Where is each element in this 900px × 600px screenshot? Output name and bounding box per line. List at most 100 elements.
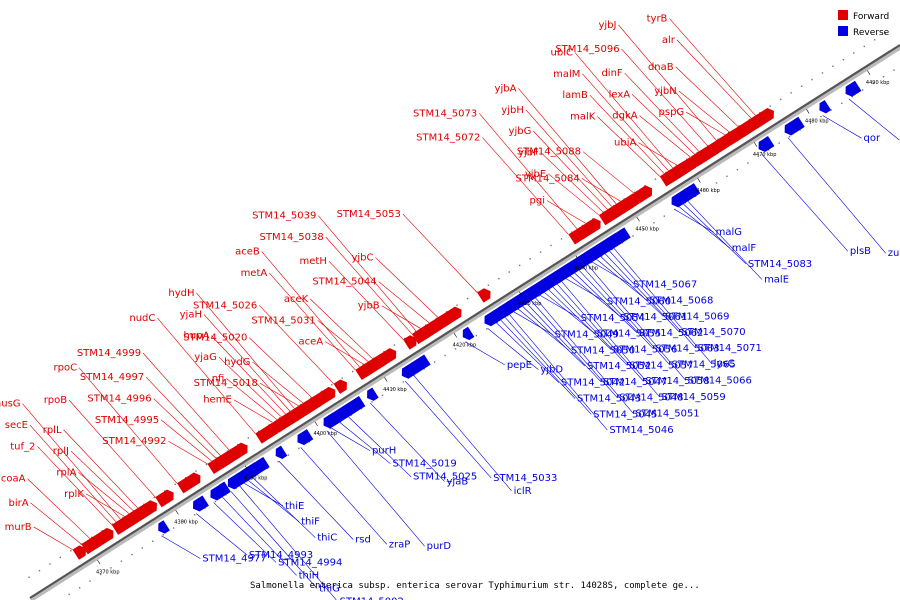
gene-label: STM14_5062: [639, 328, 703, 339]
track-dot: [705, 188, 707, 191]
track-dot: [371, 401, 373, 403]
gene-label: STM14_5084: [516, 174, 580, 185]
reverse-gene: [219, 481, 231, 495]
track-dot: [811, 78, 813, 81]
label-leader: [513, 311, 553, 335]
track-dot: [122, 516, 124, 519]
gene-arrow: [345, 396, 366, 415]
track-dot: [726, 175, 728, 178]
label-leader: [518, 88, 617, 205]
gene-label: rsd: [355, 535, 371, 546]
reverse-gene: [610, 227, 631, 247]
track-dot: [268, 423, 270, 426]
label-leader: [848, 98, 900, 141]
gene-label: STM14_5031: [251, 315, 315, 326]
label-leader: [535, 297, 634, 414]
track-dot: [225, 494, 227, 496]
label-leader: [68, 399, 156, 498]
label-leader: [582, 73, 669, 172]
legend-forward-label: Forward: [853, 12, 889, 22]
gene-label: yjbF: [518, 147, 539, 158]
track-dot: [174, 483, 176, 486]
gene-arrow: [758, 136, 775, 153]
label-leader: [249, 337, 313, 398]
track-dot: [277, 460, 279, 463]
reverse-gene: [410, 354, 431, 374]
label-leader: [413, 375, 512, 492]
label-leader: [687, 200, 763, 280]
track-dot: [769, 105, 771, 107]
label-leader: [591, 261, 632, 285]
label-leader: [482, 137, 569, 235]
gene-label: yjbG: [509, 126, 532, 137]
label-leader: [196, 292, 295, 409]
track-dot: [498, 277, 500, 280]
track-dot: [143, 503, 145, 505]
gene-label: STM14_5072: [416, 132, 480, 143]
label-leader: [618, 24, 717, 141]
track-dot: [508, 271, 510, 273]
backbone-shadow: [29, 45, 900, 600]
track-dot: [120, 560, 123, 562]
gene-label: lexA: [609, 89, 631, 100]
label-leader: [624, 72, 700, 152]
gene-label: yjbC: [351, 253, 373, 264]
label-leader: [639, 115, 691, 158]
track-dot: [873, 39, 876, 41]
legend-reverse-label: Reverse: [853, 28, 890, 38]
gene-label: STM14_4995: [95, 415, 159, 426]
gene-arrow: [72, 545, 86, 560]
label-leader: [161, 535, 201, 559]
label-leader: [160, 419, 212, 462]
gene-label: ubiA: [614, 138, 636, 149]
forward-gene: [437, 306, 462, 328]
label-leader: [487, 328, 539, 370]
gene-label: STM14_5025: [413, 472, 477, 483]
gene-label: malK: [570, 112, 596, 123]
gene-label: yjbH: [501, 105, 524, 116]
gene-label: malM: [553, 69, 580, 80]
gene-label: STM14_5044: [312, 277, 376, 288]
label-leader: [638, 142, 678, 166]
label-leaders: [22, 18, 900, 600]
gene-label: STM14_5069: [665, 311, 729, 322]
gene-labels: murB birA coaA tuf_2 secE nusG rplK rplA rplJ rpl…: [0, 14, 900, 600]
gene-label: STM14_5051: [635, 409, 699, 420]
track-dot: [153, 496, 156, 499]
gene-label: plsB: [850, 246, 871, 257]
gene-label: STM14_5060: [607, 296, 671, 307]
track-dot: [49, 563, 51, 565]
track-dot: [164, 490, 166, 492]
track-dot: [78, 587, 81, 589]
label-leader: [540, 152, 604, 213]
kbp-tick-label: 4370 kbp: [96, 569, 120, 575]
label-leader: [578, 270, 654, 349]
track-dot: [70, 550, 72, 552]
label-leader: [63, 429, 139, 509]
track-dot: [331, 384, 333, 386]
label-leader: [496, 322, 560, 383]
label-leader: [78, 367, 178, 484]
track-dot: [790, 92, 792, 94]
forward-gene: [698, 147, 713, 162]
track-dot: [310, 397, 312, 399]
track-dot: [863, 45, 865, 48]
kbp-tick: [175, 509, 179, 515]
label-leader: [243, 482, 284, 507]
gene-label: STM14_4996: [87, 394, 151, 405]
label-leader: [500, 319, 576, 399]
gene-label: STM14_4992: [102, 436, 166, 447]
track-dot: [423, 368, 425, 370]
forward-gene: [403, 335, 417, 350]
track-dot: [654, 178, 657, 180]
kbp-tick-label: 4480 kbp: [805, 119, 829, 125]
label-leader: [533, 130, 608, 210]
track-dot: [841, 102, 843, 105]
gene-label: nusG: [0, 399, 21, 410]
track-dot: [861, 89, 864, 91]
gene-label: yjbE: [525, 169, 546, 180]
label-leader: [504, 317, 592, 415]
gene-label: STM14_5067: [633, 280, 697, 291]
gene-arrow: [327, 412, 340, 426]
